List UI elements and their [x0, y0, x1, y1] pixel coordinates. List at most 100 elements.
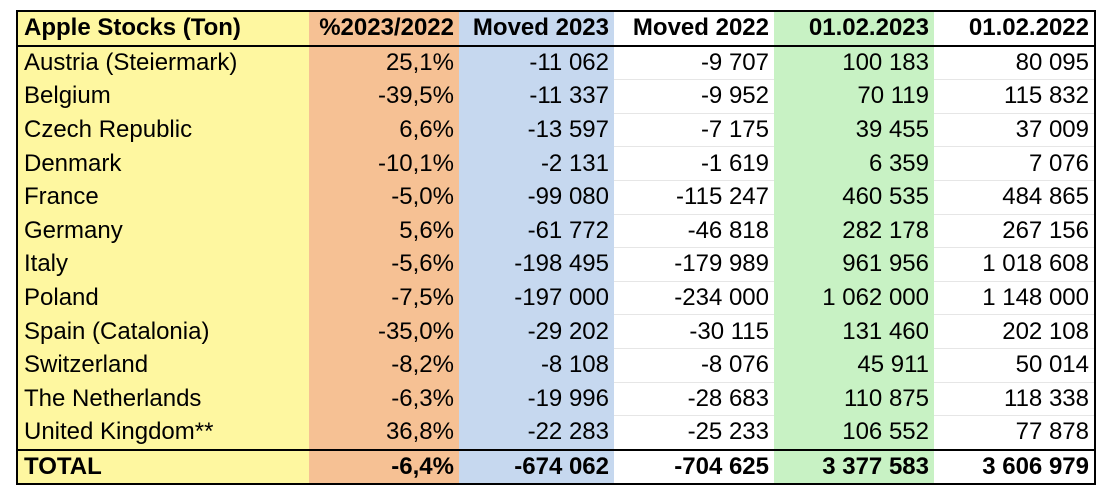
cell-moved-2022: -234 000: [614, 281, 774, 316]
cell-stock-2023: 39 455: [774, 113, 934, 147]
cell-country: Denmark: [17, 146, 309, 181]
cell-stock-2022: 1 148 000: [934, 281, 1095, 316]
cell-moved-2023: -99 080: [459, 180, 614, 215]
cell-stock-2023: 100 183: [774, 45, 934, 80]
cell-moved-2023: -19 996: [459, 382, 614, 416]
apple-stocks-table-container: Apple Stocks (Ton) %2023/2022 Moved 2023…: [16, 10, 1096, 486]
header-stock-2023: 01.02.2023: [774, 11, 934, 47]
cell-stock-2023: 961 956: [774, 247, 934, 282]
cell-stock-2023: 70 119: [774, 79, 934, 114]
table-row: The Netherlands -6,3% -19 996 -28 683 110 87…: [17, 382, 1095, 417]
cell-moved-2022: -115 247: [614, 180, 774, 215]
cell-moved-2023: -61 772: [459, 214, 614, 248]
cell-stock-2022: 80 095: [934, 45, 1095, 81]
cell-percent-change: -6,3%: [309, 382, 459, 416]
cell-percent-change: -8,2%: [309, 348, 459, 383]
cell-percent-change: -39,5%: [309, 79, 459, 114]
cell-percent-change: -5,0%: [309, 180, 459, 215]
cell-moved-2023: -13 597: [459, 113, 614, 147]
cell-moved-2022: -1 619: [614, 146, 774, 181]
cell-country: The Netherlands: [17, 382, 309, 416]
total-stock-2023: 3 377 583: [774, 448, 934, 485]
cell-percent-change: -7,5%: [309, 281, 459, 315]
cell-country: Spain (Catalonia): [17, 314, 309, 349]
total-moved-2022: -704 625: [614, 448, 774, 485]
cell-moved-2023: -2 131: [459, 146, 614, 181]
cell-stock-2023: 460 535: [774, 180, 934, 215]
table-row: Denmark -10,1% -2 131 -1 619 6 359 7 076: [17, 146, 1095, 181]
header-row: Apple Stocks (Ton) %2023/2022 Moved 2023…: [16, 11, 1095, 47]
cell-stock-2022: 202 108: [934, 314, 1095, 349]
cell-moved-2022: -8 076: [614, 348, 774, 383]
cell-stock-2022: 77 878: [934, 415, 1095, 451]
cell-country: Belgium: [17, 79, 309, 114]
table-row: Spain (Catalonia) -35,0% -29 202 -30 115 131…: [17, 314, 1095, 349]
cell-moved-2023: -8 108: [459, 348, 614, 383]
table-row: Germany 5,6% -61 772 -46 818 282 178 267 156: [17, 214, 1095, 249]
cell-stock-2022: 7 076: [934, 146, 1095, 181]
cell-moved-2023: -11 337: [459, 79, 614, 114]
cell-moved-2022: -30 115: [614, 314, 774, 349]
header-percent-change: %2023/2022: [309, 11, 459, 47]
cell-percent-change: -10,1%: [309, 146, 459, 181]
cell-stock-2023: 6 359: [774, 146, 934, 181]
table-row: Switzerland -8,2% -8 108 -8 076 45 911 50 014: [17, 348, 1095, 383]
cell-percent-change: 36,8%: [309, 415, 459, 450]
cell-moved-2022: -28 683: [614, 382, 774, 417]
total-row: TOTAL -6,4% -674 062 -704 625 3 377 583 …: [17, 448, 1095, 485]
cell-country: Germany: [17, 214, 309, 248]
total-label: TOTAL: [17, 448, 309, 485]
total-moved-2023: -674 062: [459, 448, 614, 485]
cell-moved-2023: -198 495: [459, 247, 614, 282]
cell-stock-2023: 282 178: [774, 214, 934, 248]
table-row: Italy -5,6% -198 495 -179 989 961 956 1 018 6…: [17, 247, 1095, 282]
cell-moved-2022: -9 707: [614, 45, 774, 81]
table-row: Poland -7,5% -197 000 -234 000 1 062 000 1 14…: [17, 281, 1095, 316]
cell-country: Italy: [17, 247, 309, 282]
cell-stock-2023: 45 911: [774, 348, 934, 383]
cell-percent-change: 25,1%: [309, 45, 459, 80]
cell-moved-2023: -11 062: [459, 45, 614, 80]
cell-stock-2023: 131 460: [774, 314, 934, 349]
cell-stock-2022: 484 865: [934, 180, 1095, 215]
cell-moved-2022: -179 989: [614, 247, 774, 282]
header-moved-2023: Moved 2023: [459, 11, 614, 47]
cell-country: Switzerland: [17, 348, 309, 383]
cell-stock-2022: 37 009: [934, 113, 1095, 148]
table-row: Austria (Steiermark) 25,1% -11 062 -9 707 10…: [17, 45, 1095, 81]
cell-moved-2023: -29 202: [459, 314, 614, 349]
total-stock-2022: 3 606 979: [934, 448, 1095, 485]
cell-stock-2022: 1 018 608: [934, 247, 1095, 282]
cell-stock-2022: 118 338: [934, 382, 1095, 417]
cell-stock-2023: 110 875: [774, 382, 934, 416]
cell-country: Austria (Steiermark): [17, 45, 309, 80]
header-stock-2022: 01.02.2022: [934, 11, 1095, 47]
total-percent-change: -6,4%: [309, 448, 459, 485]
cell-moved-2022: -25 233: [614, 415, 774, 451]
table-row: Czech Republic 6,6% -13 597 -7 175 39 455 37 …: [17, 113, 1095, 148]
header-country: Apple Stocks (Ton): [16, 11, 309, 47]
cell-stock-2023: 1 062 000: [774, 281, 934, 315]
cell-moved-2022: -46 818: [614, 214, 774, 249]
cell-stock-2022: 115 832: [934, 79, 1095, 114]
table-row: United Kingdom** 36,8% -22 283 -25 233 106 5…: [17, 415, 1095, 451]
apple-stocks-table: Apple Stocks (Ton) %2023/2022 Moved 2023…: [16, 10, 1096, 486]
cell-country: Czech Republic: [17, 113, 309, 147]
cell-moved-2023: -22 283: [459, 415, 614, 450]
cell-moved-2022: -9 952: [614, 79, 774, 114]
cell-stock-2023: 106 552: [774, 415, 934, 450]
cell-moved-2022: -7 175: [614, 113, 774, 148]
cell-percent-change: 6,6%: [309, 113, 459, 147]
cell-country: Poland: [17, 281, 309, 315]
cell-stock-2022: 50 014: [934, 348, 1095, 383]
cell-moved-2023: -197 000: [459, 281, 614, 315]
cell-percent-change: -35,0%: [309, 314, 459, 349]
cell-stock-2022: 267 156: [934, 214, 1095, 249]
cell-percent-change: -5,6%: [309, 247, 459, 282]
cell-country: United Kingdom**: [17, 415, 309, 450]
cell-percent-change: 5,6%: [309, 214, 459, 248]
table-row: France -5,0% -99 080 -115 247 460 535 484 865: [17, 180, 1095, 215]
header-moved-2022: Moved 2022: [614, 11, 774, 47]
table-body: Austria (Steiermark) 25,1% -11 062 -9 707 10…: [17, 45, 1095, 451]
cell-country: France: [17, 180, 309, 215]
